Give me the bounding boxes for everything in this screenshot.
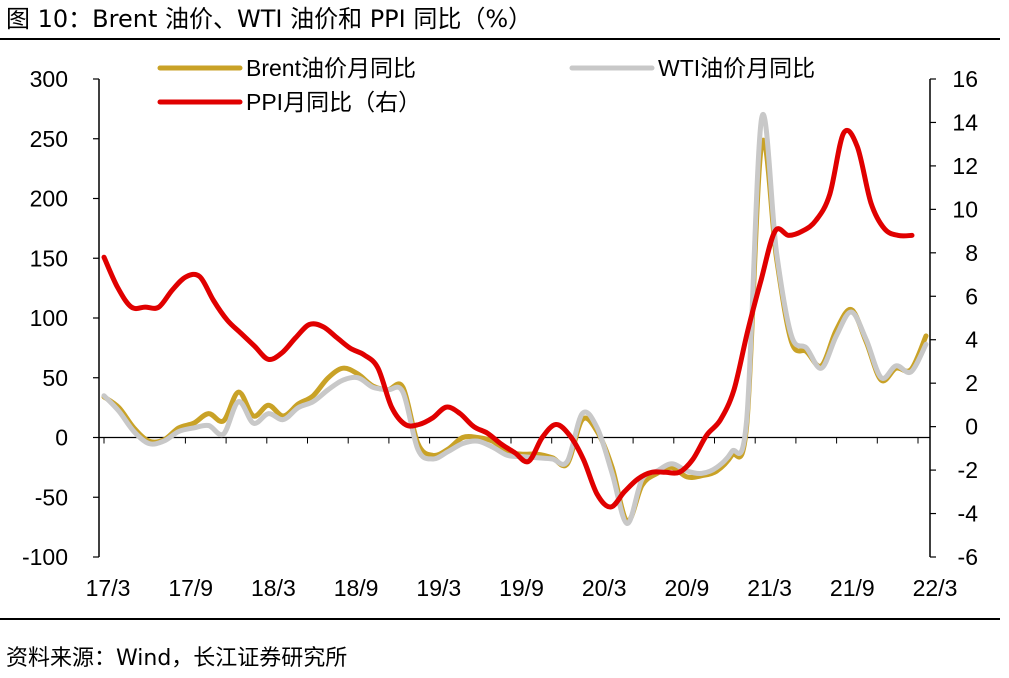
legend-wti: WTI油价月同比 bbox=[569, 55, 815, 81]
x-axis-tick-label: 19/3 bbox=[416, 575, 461, 601]
right-axis-tick-label: 2 bbox=[965, 370, 978, 396]
legend: Brent油价月同比 WTI油价月同比 PPI月同比（右） bbox=[157, 55, 815, 115]
series-brent-line bbox=[101, 137, 929, 524]
x-axis-tick-label: 17/9 bbox=[168, 575, 213, 601]
x-axis-tick-label: 22/3 bbox=[913, 575, 958, 601]
top-rule bbox=[0, 38, 1000, 40]
left-axis-tick-label: 200 bbox=[30, 186, 68, 212]
left-axis-tick-label: 300 bbox=[30, 66, 68, 92]
x-axis-tick-label: 18/9 bbox=[334, 575, 379, 601]
right-axis-tick-label: 0 bbox=[965, 414, 978, 440]
series-layer bbox=[101, 112, 929, 527]
bottom-rule bbox=[0, 618, 1000, 620]
left-axis-tick-label: 150 bbox=[30, 245, 68, 271]
legend-label: PPI月同比（右） bbox=[246, 89, 421, 115]
x-axis-tick-label: 18/3 bbox=[251, 575, 296, 601]
line-chart: 300 250 200 150 100 50 0 -50 -100 16 14 12 10 8 6 4 2 0 -2… bbox=[22, 55, 978, 601]
right-axis-tick-label: -6 bbox=[958, 544, 978, 570]
legend-label: WTI油价月同比 bbox=[658, 55, 815, 81]
left-axis-tick-label: -50 bbox=[35, 484, 68, 510]
x-axis-tick-label: 21/3 bbox=[747, 575, 792, 601]
x-axis-tick-label: 20/3 bbox=[582, 575, 627, 601]
x-axis-tick-label: 20/9 bbox=[665, 575, 710, 601]
left-axis-tick-label: 50 bbox=[42, 365, 68, 391]
right-axis-tick-label: 14 bbox=[952, 109, 978, 135]
right-axis-tick-label: 12 bbox=[952, 153, 978, 179]
left-axis-tick-label: -100 bbox=[22, 544, 68, 570]
left-axis-tick-label: 0 bbox=[55, 425, 68, 451]
left-axis-tick-label: 250 bbox=[30, 126, 68, 152]
legend-brent: Brent油价月同比 bbox=[157, 55, 416, 81]
right-axis-tick-label: -2 bbox=[958, 457, 978, 483]
x-axis-tick-label: 17/3 bbox=[86, 575, 131, 601]
source-note: 资料来源：Wind，长江证券研究所 bbox=[6, 646, 348, 671]
legend-ppi: PPI月同比（右） bbox=[157, 89, 421, 115]
right-axis-tick-label: 4 bbox=[965, 327, 978, 353]
right-axis-tick-label: 10 bbox=[952, 196, 978, 222]
chart-title: 图 10：Brent 油价、WTI 油价和 PPI 同比（%） bbox=[6, 5, 533, 33]
right-axis-tick-label: 6 bbox=[965, 283, 978, 309]
right-axis-tick-label: 16 bbox=[952, 66, 978, 92]
x-axis-tick-label: 19/9 bbox=[499, 575, 544, 601]
x-axis-tick-label: 21/9 bbox=[830, 575, 875, 601]
series-ppi-line bbox=[101, 127, 915, 510]
left-axis-tick-label: 100 bbox=[30, 305, 68, 331]
right-axis-tick-label: 8 bbox=[965, 240, 978, 266]
legend-label: Brent油价月同比 bbox=[246, 55, 416, 81]
right-axis-tick-label: -4 bbox=[958, 501, 979, 527]
axes-group: 300 250 200 150 100 50 0 -50 -100 16 14 12 10 8 6 4 2 0 -2… bbox=[22, 66, 978, 601]
